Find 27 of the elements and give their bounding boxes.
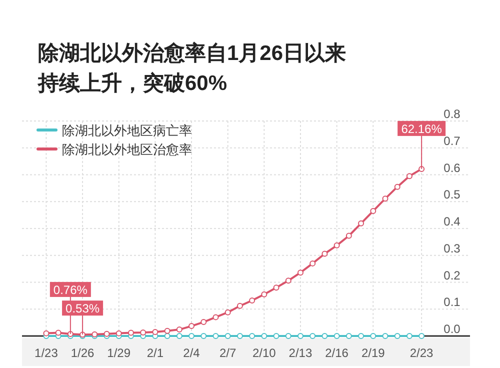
x-tick-label: 2/4 (183, 346, 200, 360)
annotation: 62.16% (401, 122, 442, 136)
annotation: 0.76% (53, 282, 88, 297)
chart-title: 除湖北以外治愈率自1月26日以来 (38, 41, 346, 65)
y-tick-label: 0.1 (444, 295, 461, 310)
y-tick-label: 0.8 (444, 107, 461, 121)
chart-subtitle: 持续上升，突破60% (37, 71, 228, 95)
legend-label: 除湖北以外地区病亡率 (62, 123, 192, 138)
x-tick-label: 2/1 (146, 346, 164, 360)
annotation: 0.53% (66, 302, 100, 316)
x-tick-label: 2/13 (288, 346, 312, 360)
x-tick-label: 2/7 (219, 346, 236, 360)
x-tick-label: 1/29 (107, 346, 131, 360)
x-tick-label: 1/26 (70, 346, 95, 360)
y-tick-label: 0.4 (444, 214, 461, 228)
legend-label: 除湖北以外地区治愈率 (62, 142, 192, 157)
y-tick-label: 0.2 (444, 268, 461, 282)
y-tick-label: 0.3 (444, 241, 461, 256)
y-tick-label: 0.6 (444, 160, 461, 175)
x-tick-label: 2/19 (361, 346, 386, 360)
y-tick-label: 0.5 (444, 188, 461, 202)
x-tick-label: 2/10 (252, 346, 276, 360)
y-tick-label: 0.7 (444, 134, 461, 148)
x-tick-label: 2/23 (410, 346, 434, 360)
x-tick-label: 2/16 (325, 346, 349, 360)
y-tick-label: 0.0 (444, 322, 461, 336)
x-tick-label: 1/23 (34, 346, 58, 360)
